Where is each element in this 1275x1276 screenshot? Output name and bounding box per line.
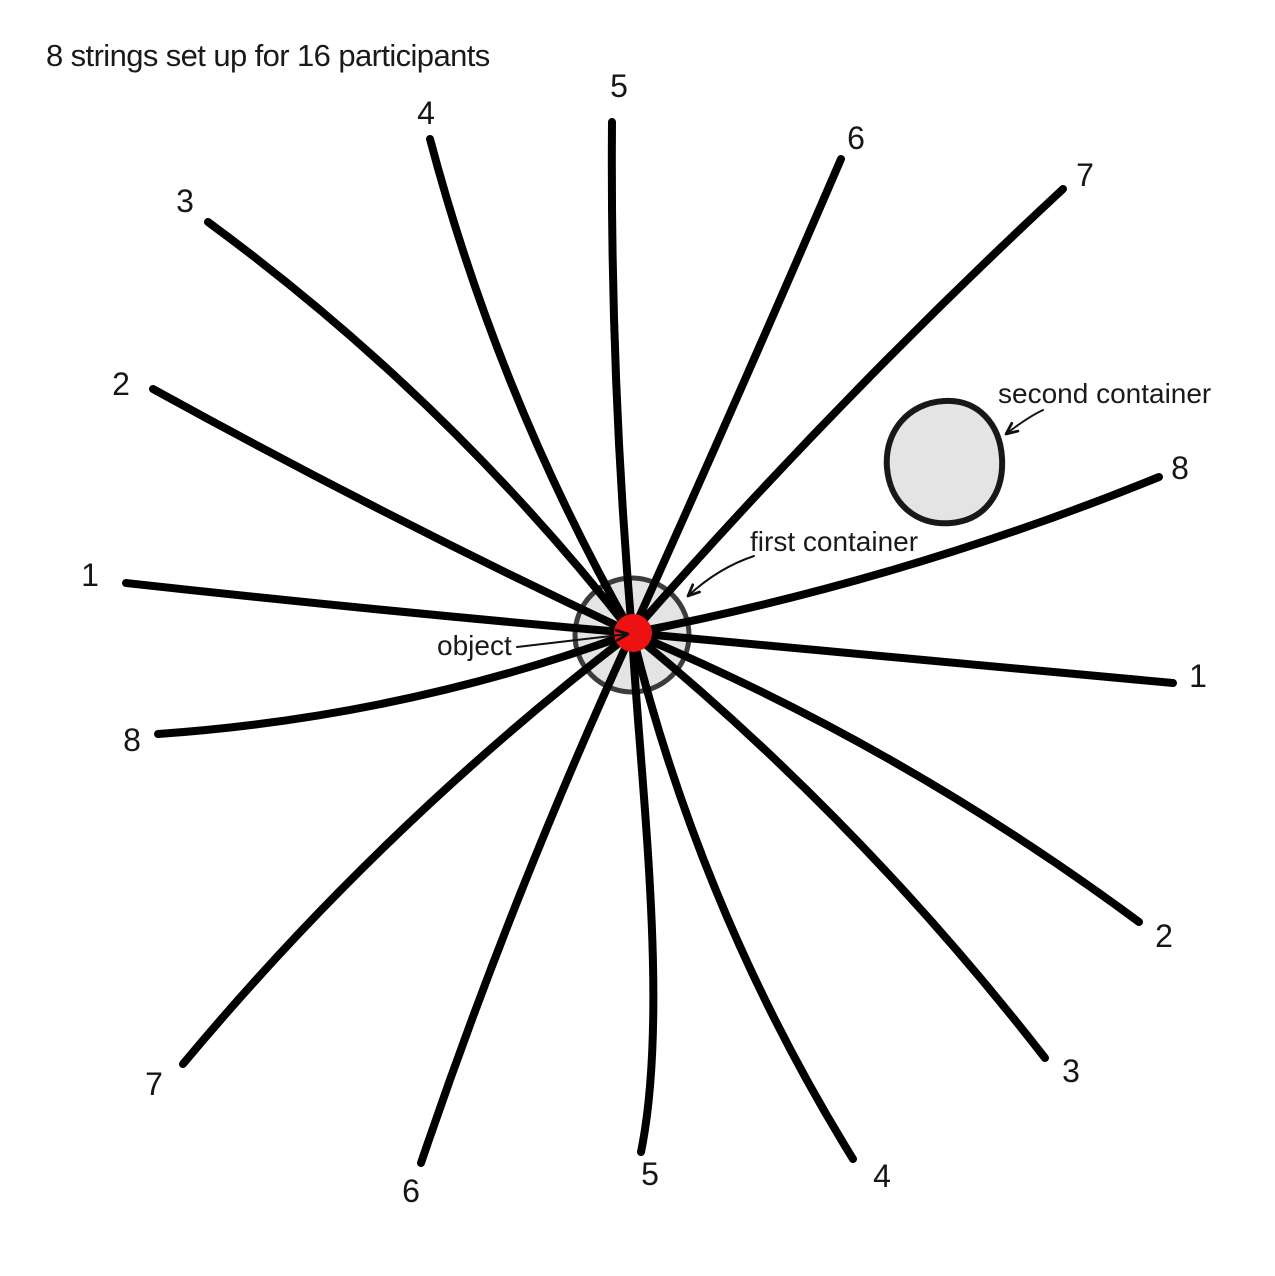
endpoint-label-left-1: 1 bbox=[81, 557, 99, 593]
endpoint-label-top-4: 4 bbox=[417, 95, 435, 131]
endpoint-label-top-6: 6 bbox=[847, 120, 865, 156]
endpoint-label-top-5: 5 bbox=[610, 68, 628, 104]
first-container-arrow bbox=[688, 555, 755, 596]
endpoint-label-left-3: 3 bbox=[176, 183, 194, 219]
first-container-label: first container bbox=[750, 526, 918, 557]
endpoint-label-right-3: 3 bbox=[1062, 1053, 1080, 1089]
endpoint-label-bottom-4: 4 bbox=[873, 1158, 891, 1194]
second-container-shape bbox=[883, 397, 1006, 527]
endpoint-label-right-2: 2 bbox=[1155, 918, 1173, 954]
endpoint-label-bottom-7: 7 bbox=[145, 1066, 163, 1102]
second-container-label: second container bbox=[998, 378, 1211, 409]
endpoint-label-right-1: 1 bbox=[1189, 658, 1207, 694]
page-title: 8 strings set up for 16 participants bbox=[46, 38, 490, 73]
object-arrow bbox=[516, 634, 628, 648]
endpoint-label-right-8: 8 bbox=[1171, 450, 1189, 486]
endpoint-label-bottom-5: 5 bbox=[641, 1156, 659, 1192]
endpoint-label-left-8: 8 bbox=[123, 722, 141, 758]
endpoint-label-left-2: 2 bbox=[112, 366, 130, 402]
second-container-arrow bbox=[1006, 409, 1044, 434]
object-label: object bbox=[437, 630, 512, 661]
endpoint-label-bottom-6: 6 bbox=[402, 1173, 420, 1209]
endpoint-label-top-7: 7 bbox=[1076, 157, 1094, 193]
object-dot bbox=[614, 614, 652, 652]
